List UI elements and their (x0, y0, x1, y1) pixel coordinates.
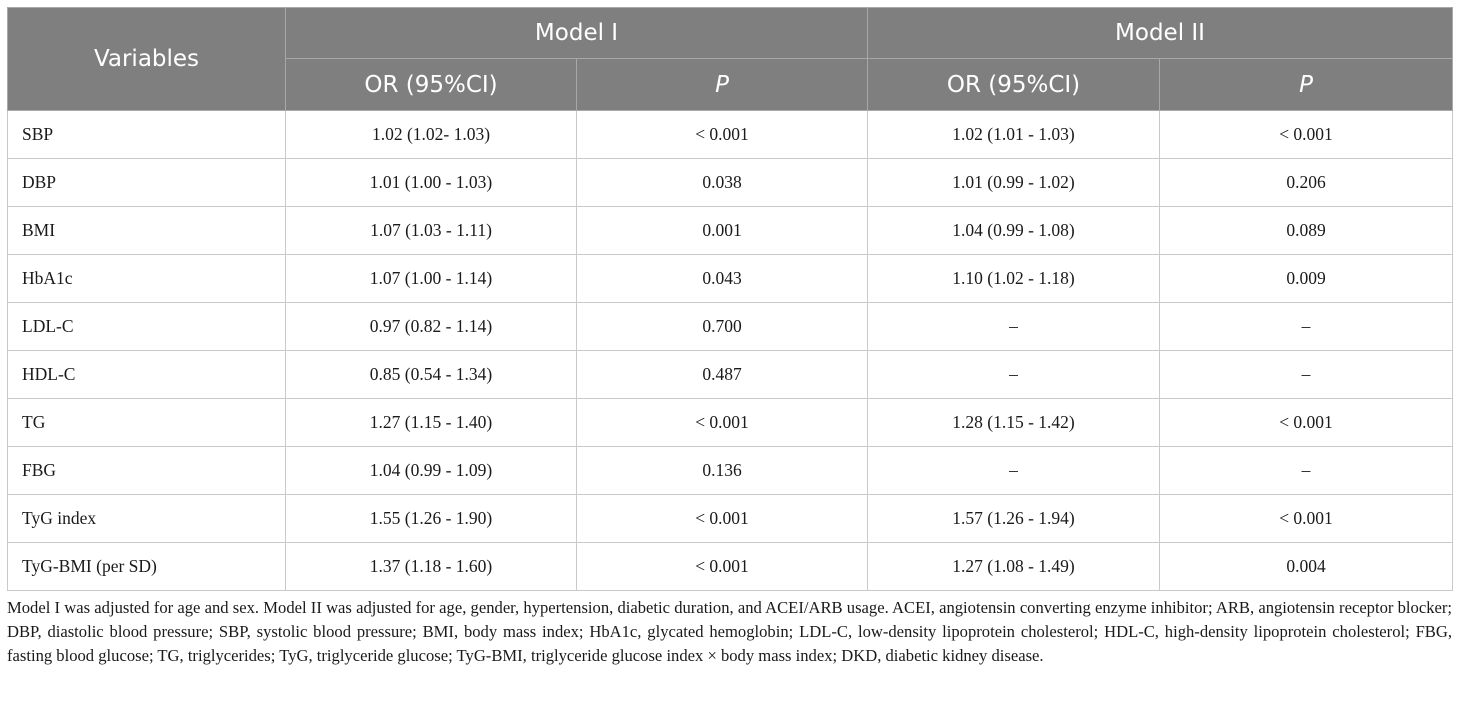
model-1-or-cell: 1.27 (1.15 - 1.40) (285, 398, 577, 447)
variable-cell: HDL-C (7, 350, 286, 399)
model-2-or-cell: 1.27 (1.08 - 1.49) (867, 542, 1160, 591)
model-1-or-cell: 1.07 (1.03 - 1.11) (285, 206, 577, 255)
model-2-p-cell: < 0.001 (1159, 494, 1453, 543)
model-2-p-header: P (1159, 58, 1453, 111)
model-1-p-cell: < 0.001 (576, 110, 868, 159)
model-1-p-cell: 0.700 (576, 302, 868, 351)
table-header: Variables Model I Model II OR (95%CI) P … (7, 7, 1453, 111)
model-2-or-cell: – (867, 446, 1160, 495)
model-1-or-cell: 1.07 (1.00 - 1.14) (285, 254, 577, 303)
model-1-or-cell: 1.01 (1.00 - 1.03) (285, 158, 577, 207)
model-2-or-cell: 1.57 (1.26 - 1.94) (867, 494, 1160, 543)
model-2-p-cell: 0.009 (1159, 254, 1453, 303)
model-1-p-cell: 0.136 (576, 446, 868, 495)
model-1-or-cell: 1.55 (1.26 - 1.90) (285, 494, 577, 543)
p-label: P (1299, 71, 1313, 98)
model-1-p-cell: < 0.001 (576, 494, 868, 543)
variable-cell: FBG (7, 446, 286, 495)
variable-cell: HbA1c (7, 254, 286, 303)
table-row: SBP 1.02 (1.02- 1.03) < 0.001 1.02 (1.01… (7, 110, 1453, 159)
model-2-or-cell: 1.02 (1.01 - 1.03) (867, 110, 1160, 159)
model-1-p-cell: 0.043 (576, 254, 868, 303)
model-1-or-cell: 0.97 (0.82 - 1.14) (285, 302, 577, 351)
table-row: FBG 1.04 (0.99 - 1.09) 0.136 – – (7, 446, 1453, 495)
model-1-p-cell: < 0.001 (576, 398, 868, 447)
table-row: TyG-BMI (per SD) 1.37 (1.18 - 1.60) < 0.… (7, 542, 1453, 591)
model-2-p-cell: – (1159, 350, 1453, 399)
model-1-or-cell: 0.85 (0.54 - 1.34) (285, 350, 577, 399)
model-1-or-cell: 1.02 (1.02- 1.03) (285, 110, 577, 159)
variables-header: Variables (7, 7, 286, 111)
model-1-p-cell: 0.001 (576, 206, 868, 255)
p-label: P (715, 71, 729, 98)
results-table-container: Variables Model I Model II OR (95%CI) P … (7, 7, 1453, 591)
model-1-p-cell: 0.487 (576, 350, 868, 399)
model-2-p-cell: 0.206 (1159, 158, 1453, 207)
model-2-or-cell: 1.28 (1.15 - 1.42) (867, 398, 1160, 447)
model-1-p-cell: < 0.001 (576, 542, 868, 591)
table-row: LDL-C 0.97 (0.82 - 1.14) 0.700 – – (7, 302, 1453, 351)
model-1-or-header: OR (95%CI) (285, 58, 577, 111)
model-2-or-cell: 1.01 (0.99 - 1.02) (867, 158, 1160, 207)
table-row: DBP 1.01 (1.00 - 1.03) 0.038 1.01 (0.99 … (7, 158, 1453, 207)
table-row: TyG index 1.55 (1.26 - 1.90) < 0.001 1.5… (7, 494, 1453, 543)
model-1-or-cell: 1.04 (0.99 - 1.09) (285, 446, 577, 495)
model-1-p-cell: 0.038 (576, 158, 868, 207)
model-1-p-header: P (576, 58, 868, 111)
model-1-or-cell: 1.37 (1.18 - 1.60) (285, 542, 577, 591)
model-2-p-cell: < 0.001 (1159, 110, 1453, 159)
table-row: BMI 1.07 (1.03 - 1.11) 0.001 1.04 (0.99 … (7, 206, 1453, 255)
model-1-header: Model I (285, 7, 868, 59)
variable-cell: TG (7, 398, 286, 447)
model-2-p-cell: 0.089 (1159, 206, 1453, 255)
table-row: HbA1c 1.07 (1.00 - 1.14) 0.043 1.10 (1.0… (7, 254, 1453, 303)
model-2-p-cell: < 0.001 (1159, 398, 1453, 447)
variable-cell: DBP (7, 158, 286, 207)
model-2-or-cell: 1.04 (0.99 - 1.08) (867, 206, 1160, 255)
model-2-p-cell: 0.004 (1159, 542, 1453, 591)
model-2-header: Model II (867, 7, 1453, 59)
table-row: TG 1.27 (1.15 - 1.40) < 0.001 1.28 (1.15… (7, 398, 1453, 447)
model-2-p-cell: – (1159, 302, 1453, 351)
model-2-p-cell: – (1159, 446, 1453, 495)
variable-cell: LDL-C (7, 302, 286, 351)
model-2-or-header: OR (95%CI) (867, 58, 1160, 111)
variable-cell: TyG index (7, 494, 286, 543)
table-body: SBP 1.02 (1.02- 1.03) < 0.001 1.02 (1.01… (7, 110, 1453, 591)
regression-results-table: Variables Model I Model II OR (95%CI) P … (7, 7, 1453, 591)
model-2-or-cell: – (867, 302, 1160, 351)
variable-cell: SBP (7, 110, 286, 159)
variable-cell: TyG-BMI (per SD) (7, 542, 286, 591)
table-footnote: Model I was adjusted for age and sex. Mo… (7, 598, 1452, 665)
variable-cell: BMI (7, 206, 286, 255)
model-2-or-cell: – (867, 350, 1160, 399)
table-row: HDL-C 0.85 (0.54 - 1.34) 0.487 – – (7, 350, 1453, 399)
model-2-or-cell: 1.10 (1.02 - 1.18) (867, 254, 1160, 303)
